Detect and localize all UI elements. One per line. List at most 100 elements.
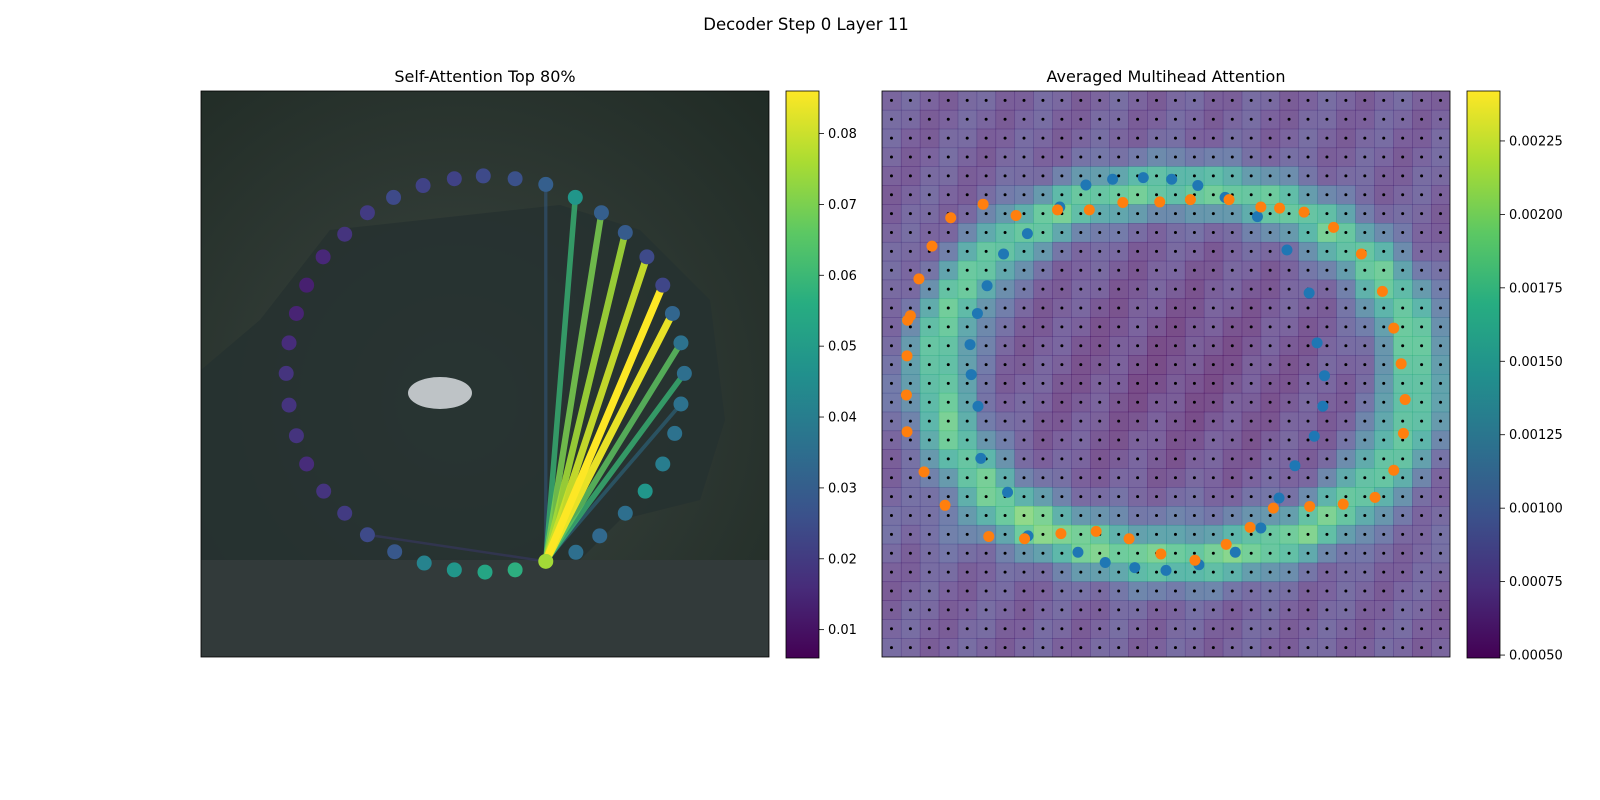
grid-dot [1060,363,1064,367]
grid-dot [984,231,988,234]
sampling-point [900,389,912,401]
grid-dot [1249,306,1253,310]
grid-dot [1230,363,1234,367]
grid-dot [1249,193,1253,197]
grid-dot [1363,627,1367,631]
grid-dot [1003,570,1007,574]
grid-dot [1060,476,1064,480]
grid-dot [1420,514,1424,517]
grid-dot [1041,646,1045,650]
grid-dot [1192,363,1196,367]
grid-dot [927,608,931,612]
grid-dot [1420,174,1424,178]
grid-dot [1098,98,1102,102]
grid-dot [1041,419,1045,423]
grid-dot [1230,249,1234,253]
grid-dot [1420,231,1424,234]
grid-dot [1230,646,1234,650]
grid-dot [1420,419,1424,423]
grid-dot [1363,646,1367,650]
grid-dot [1306,268,1310,272]
grid-dot [1041,363,1045,367]
attention-link [542,253,651,565]
grid-dot [1173,589,1177,593]
grid-dot [946,438,950,442]
grid-dot [1003,344,1007,348]
grid-dot [1287,344,1291,348]
grid-dot [908,627,912,631]
grid-dot [1439,608,1443,612]
grid-dot [1022,117,1026,121]
attention-point [278,365,294,381]
grid-dot [1098,589,1102,593]
grid-dot [1230,381,1234,385]
grid-dot [1098,136,1102,140]
grid-dot [1382,646,1386,650]
attention-point [386,189,402,205]
grid-dot [1287,419,1291,423]
grid-dot [1192,98,1196,102]
grid-dot [1117,287,1121,291]
grid-dot [927,344,931,348]
grid-dot [1344,476,1348,480]
grid-dot [984,155,988,159]
attention-point [359,205,375,221]
grid-dot [1192,344,1196,348]
grid-dot [1306,457,1310,461]
grid-dot [1287,193,1291,197]
grid-dot [1287,212,1291,216]
grid-dot [1401,551,1405,555]
grid-dot [1060,174,1064,178]
reference-point [965,369,977,381]
grid-dot [965,268,969,272]
grid-dot [1041,457,1045,461]
grid-dot [1155,231,1159,234]
grid-dot [1401,249,1405,253]
attention-point [446,171,462,187]
reference-point [1072,546,1084,558]
grid-dot [1249,514,1253,517]
grid-dot [946,608,950,612]
grid-dot [1325,212,1329,216]
attention-point [315,249,331,265]
query-point [538,553,554,569]
grid-dot [927,646,931,650]
colorbar-tick-label: 0.07 [828,198,857,213]
grid-dot [1382,193,1386,197]
grid-dot [1325,98,1329,102]
grid-dot [1439,646,1443,650]
grid-dot [946,193,950,197]
grid-dot [1041,551,1045,555]
grid-dot [927,400,931,404]
grid-dot [1060,381,1064,385]
grid-dot [1420,570,1424,574]
grid-dot [1041,532,1045,536]
grid-dot [927,268,931,272]
grid-dot [1230,419,1234,423]
grid-dot [889,608,893,612]
grid-dot [1306,249,1310,253]
reference-point [998,248,1010,260]
sampling-point [1155,548,1167,560]
attention-link [542,281,667,566]
grid-dot [1420,476,1424,480]
grid-dot [1098,306,1102,310]
grid-dot [1041,268,1045,272]
grid-dot [1325,608,1329,612]
grid-dot [908,419,912,423]
grid-dot [1155,627,1159,631]
reference-point [1080,179,1092,191]
grid-dot [1382,155,1386,159]
grid-dot [1136,212,1140,216]
grid-dot [1098,193,1102,197]
grid-dot [1211,532,1215,536]
grid-dot [1401,495,1405,499]
grid-dot [946,400,950,404]
grid-dot [1268,117,1272,121]
grid-dot [1211,381,1215,385]
reference-point [1318,370,1330,382]
grid-dot [1401,438,1405,442]
grid-dot [1249,457,1253,461]
colorbar-left-ticks: 0.01 0.02 0.03 0.04 0.05 0.06 0.07 0.08 [819,127,857,638]
grid-dot [927,363,931,367]
